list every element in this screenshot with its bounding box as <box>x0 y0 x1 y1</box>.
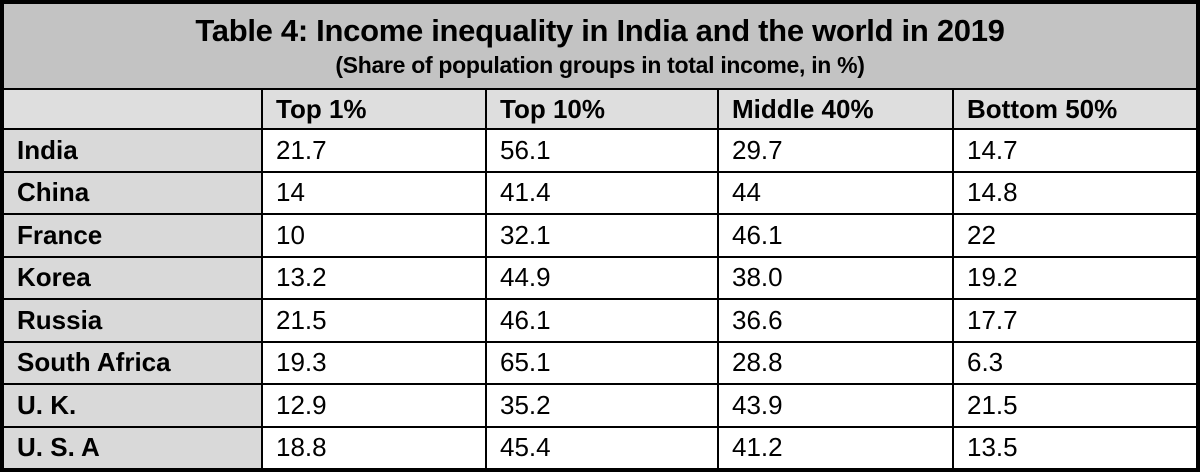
value-cell: 46.1 <box>717 215 952 256</box>
value-cell: 46.1 <box>485 300 717 341</box>
table-title: Table 4: Income inequality in India and … <box>195 13 1005 49</box>
header-cell-empty <box>4 90 261 128</box>
value-cell: 21.7 <box>261 130 485 171</box>
value-cell: 18.8 <box>261 427 485 468</box>
row-label: South Africa <box>4 342 261 383</box>
table-title-block: Table 4: Income inequality in India and … <box>4 4 1196 90</box>
table-row-india: India 21.7 56.1 29.7 14.7 <box>4 130 1196 173</box>
value-cell: 38.0 <box>717 257 952 298</box>
value-cell: 21.5 <box>952 385 1196 426</box>
table-row-france: France 10 32.1 46.1 22 <box>4 215 1196 258</box>
value-cell: 12.9 <box>261 385 485 426</box>
value-cell: 19.3 <box>261 342 485 383</box>
value-cell: 6.3 <box>952 342 1196 383</box>
row-label: China <box>4 172 261 213</box>
table-row-china: China 14 41.4 44 14.8 <box>4 172 1196 215</box>
value-cell: 44 <box>717 172 952 213</box>
table-row-uk: U. K. 12.9 35.2 43.9 21.5 <box>4 385 1196 428</box>
row-label: Russia <box>4 300 261 341</box>
header-cell-top10: Top 10% <box>485 90 717 128</box>
value-cell: 43.9 <box>717 385 952 426</box>
value-cell: 17.7 <box>952 300 1196 341</box>
value-cell: 22 <box>952 215 1196 256</box>
row-label: U. K. <box>4 385 261 426</box>
value-cell: 35.2 <box>485 385 717 426</box>
value-cell: 36.6 <box>717 300 952 341</box>
value-cell: 13.5 <box>952 427 1196 468</box>
value-cell: 28.8 <box>717 342 952 383</box>
value-cell: 41.4 <box>485 172 717 213</box>
value-cell: 14 <box>261 172 485 213</box>
row-label: Korea <box>4 257 261 298</box>
table-header-row: Top 1% Top 10% Middle 40% Bottom 50% <box>4 90 1196 130</box>
value-cell: 19.2 <box>952 257 1196 298</box>
value-cell: 14.7 <box>952 130 1196 171</box>
table-row-russia: Russia 21.5 46.1 36.6 17.7 <box>4 300 1196 343</box>
table-subtitle: (Share of population groups in total inc… <box>335 52 865 79</box>
table-row-south-africa: South Africa 19.3 65.1 28.8 6.3 <box>4 342 1196 385</box>
table-row-usa: U. S. A 18.8 45.4 41.2 13.5 <box>4 427 1196 468</box>
value-cell: 56.1 <box>485 130 717 171</box>
value-cell: 44.9 <box>485 257 717 298</box>
value-cell: 65.1 <box>485 342 717 383</box>
value-cell: 21.5 <box>261 300 485 341</box>
header-cell-middle40: Middle 40% <box>717 90 952 128</box>
header-cell-top1: Top 1% <box>261 90 485 128</box>
table-row-korea: Korea 13.2 44.9 38.0 19.2 <box>4 257 1196 300</box>
row-label: U. S. A <box>4 427 261 468</box>
value-cell: 14.8 <box>952 172 1196 213</box>
header-cell-bottom50: Bottom 50% <box>952 90 1196 128</box>
row-label: India <box>4 130 261 171</box>
row-label: France <box>4 215 261 256</box>
value-cell: 10 <box>261 215 485 256</box>
value-cell: 45.4 <box>485 427 717 468</box>
value-cell: 32.1 <box>485 215 717 256</box>
value-cell: 29.7 <box>717 130 952 171</box>
value-cell: 13.2 <box>261 257 485 298</box>
value-cell: 41.2 <box>717 427 952 468</box>
